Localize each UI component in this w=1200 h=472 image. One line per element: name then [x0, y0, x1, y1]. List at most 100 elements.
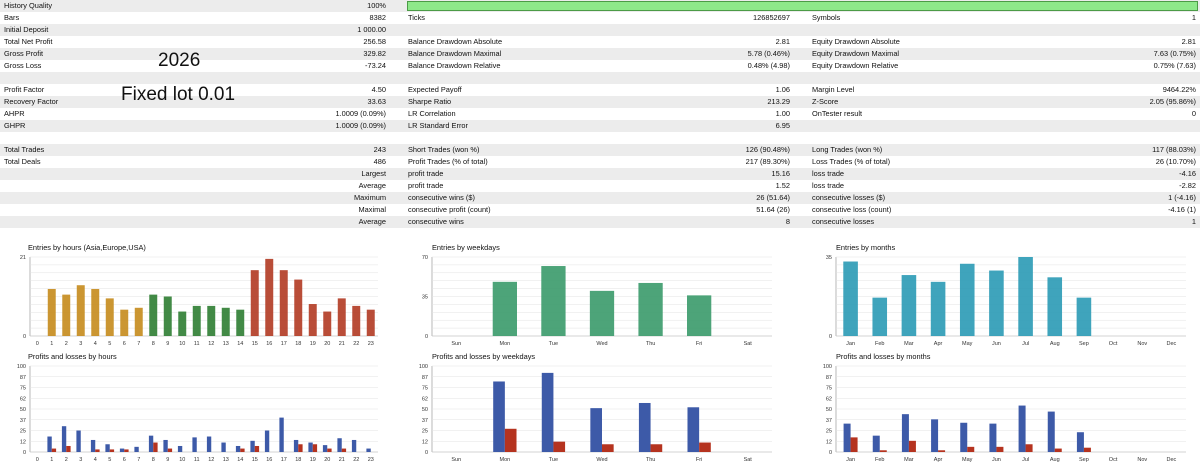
profit-bar — [1047, 411, 1055, 452]
bar — [279, 270, 288, 336]
x-tick-label: 8 — [152, 341, 155, 347]
x-tick-label: 9 — [166, 341, 169, 347]
stats-row-history-quality: History Quality 100% — [0, 0, 1200, 12]
loss-bar — [699, 442, 711, 452]
chart-title: Entries by hours (Asia,Europe,USA) — [28, 243, 146, 252]
profit-bar — [90, 439, 96, 452]
y-tick-label: 50 — [422, 407, 428, 413]
pl-by-months-plot: 100 87 75 62 50 37 25 12 0 Jan Feb Mar Apr May Jun Jul A… — [823, 364, 1186, 463]
x-tick-label: 3 — [79, 457, 82, 463]
stat-label: Balance Drawdown Absolute — [408, 37, 503, 46]
x-tick-label: Sep — [1079, 341, 1089, 347]
x-tick-label: 0 — [36, 457, 39, 463]
x-tick-label: Thu — [646, 341, 655, 347]
y-tick-label: 50 — [826, 407, 832, 413]
stat-value: Largest — [361, 169, 386, 178]
bar — [308, 304, 317, 336]
x-tick-label: 1 — [50, 341, 53, 347]
profit-bar — [250, 440, 255, 452]
y-tick-label: 62 — [422, 396, 428, 402]
x-tick-label: Thu — [646, 457, 655, 463]
x-tick-label: May — [962, 341, 973, 347]
x-tick-label: Tue — [549, 457, 558, 463]
x-tick-label: Sun — [451, 457, 461, 463]
loss-bar — [996, 446, 1004, 452]
chart-title: Entries by weekdays — [432, 243, 500, 252]
stat-label: Balance Drawdown Relative — [408, 61, 501, 70]
stat-value — [1096, 24, 1196, 36]
stat-label: Loss Trades (% of total) — [812, 157, 891, 166]
x-tick-label: 12 — [208, 457, 214, 463]
profit-bar — [105, 444, 110, 452]
x-tick-label: 9 — [166, 457, 169, 463]
stat-value: 9464.22% — [1162, 85, 1196, 94]
x-tick-label: Mar — [904, 457, 914, 463]
x-tick-label: Mon — [500, 341, 511, 347]
bar — [1018, 257, 1033, 336]
x-tick-label: Jan — [846, 457, 855, 463]
chart-entries-by-weekdays: Entries by weekdays 70 35 0 Sun Mon Tue Wed Thu… — [408, 243, 808, 353]
stats-row: Largest profit trade 15.16 loss trade -4.16 — [0, 168, 1200, 180]
stat-label: profit trade — [408, 169, 444, 178]
y-tick-label: 100 — [823, 364, 832, 370]
x-tick-label: Mon — [500, 457, 511, 463]
stat-value: 2.05 (95.86%) — [1149, 97, 1196, 106]
stat-value: 1 — [1191, 13, 1196, 22]
stat-value — [300, 132, 386, 144]
stat-label: Total Deals — [4, 157, 41, 166]
stat-value: 0.75% (7.63) — [1153, 61, 1196, 70]
stat-value: 217 (89.30%) — [745, 157, 790, 166]
profit-bar — [322, 445, 328, 452]
profit-bar — [221, 442, 226, 452]
stats-row: Profit Factor 4.50 Expected Payoff 1.06 Marg… — [0, 84, 1200, 96]
x-tick-label: 13 — [223, 457, 229, 463]
x-tick-label: Apr — [934, 341, 943, 347]
bar — [134, 307, 143, 336]
loss-bar — [254, 445, 260, 452]
y-tick-label: 12 — [422, 439, 428, 445]
y-tick-label: 75 — [20, 386, 26, 392]
stat-value: 486 — [373, 157, 386, 166]
y-tick-label: 37 — [20, 418, 26, 424]
stat-value: Average — [358, 181, 386, 190]
profit-bar — [493, 381, 505, 452]
x-tick-label: 3 — [79, 341, 82, 347]
stat-label: Total Trades — [4, 145, 45, 154]
x-tick-label: 12 — [208, 341, 214, 347]
profit-bar — [901, 414, 909, 452]
stat-value: Maximal — [358, 205, 386, 214]
x-tick-label: Oct — [1109, 341, 1118, 347]
y-tick-label: 25 — [422, 429, 428, 435]
bar — [47, 288, 56, 336]
bar — [76, 285, 85, 336]
x-tick-label: 5 — [108, 341, 111, 347]
y-tick-label: 70 — [422, 255, 428, 261]
x-tick-label: 1 — [50, 457, 53, 463]
stat-label: Bars — [4, 13, 20, 22]
x-tick-label: Jun — [992, 457, 1001, 463]
stat-value: 1.06 — [775, 85, 790, 94]
y-tick-label: 87 — [826, 375, 832, 381]
x-tick-label: Jul — [1022, 457, 1029, 463]
bar — [221, 307, 230, 336]
bar — [120, 309, 129, 336]
profit-bar — [279, 417, 284, 452]
x-tick-label: 23 — [368, 341, 374, 347]
stat-value: 33.63 — [367, 97, 387, 106]
loss-bar — [327, 448, 332, 452]
bar — [872, 297, 888, 336]
x-tick-label: 6 — [123, 457, 126, 463]
chart-pl-by-hours: Profits and losses by hours 100 87 75 62 50 3… — [0, 352, 400, 472]
profit-bar — [206, 436, 212, 452]
loss-bar — [650, 444, 663, 452]
y-tick-label: 0 — [23, 450, 26, 456]
profit-bar — [872, 435, 880, 452]
bar — [492, 281, 517, 336]
stats-row: Maximum consecutive wins ($) 26 (51.64) con… — [0, 192, 1200, 204]
loss-bar — [66, 445, 71, 452]
stat-value: 5.78 (0.46%) — [747, 49, 790, 58]
x-tick-label: Sat — [744, 457, 753, 463]
stat-value: 1 (-4.16) — [1168, 193, 1196, 202]
chart-entries-by-hours: Entries by hours (Asia,Europe,USA) 21 0 0 1… — [0, 243, 400, 353]
bar — [236, 309, 245, 336]
